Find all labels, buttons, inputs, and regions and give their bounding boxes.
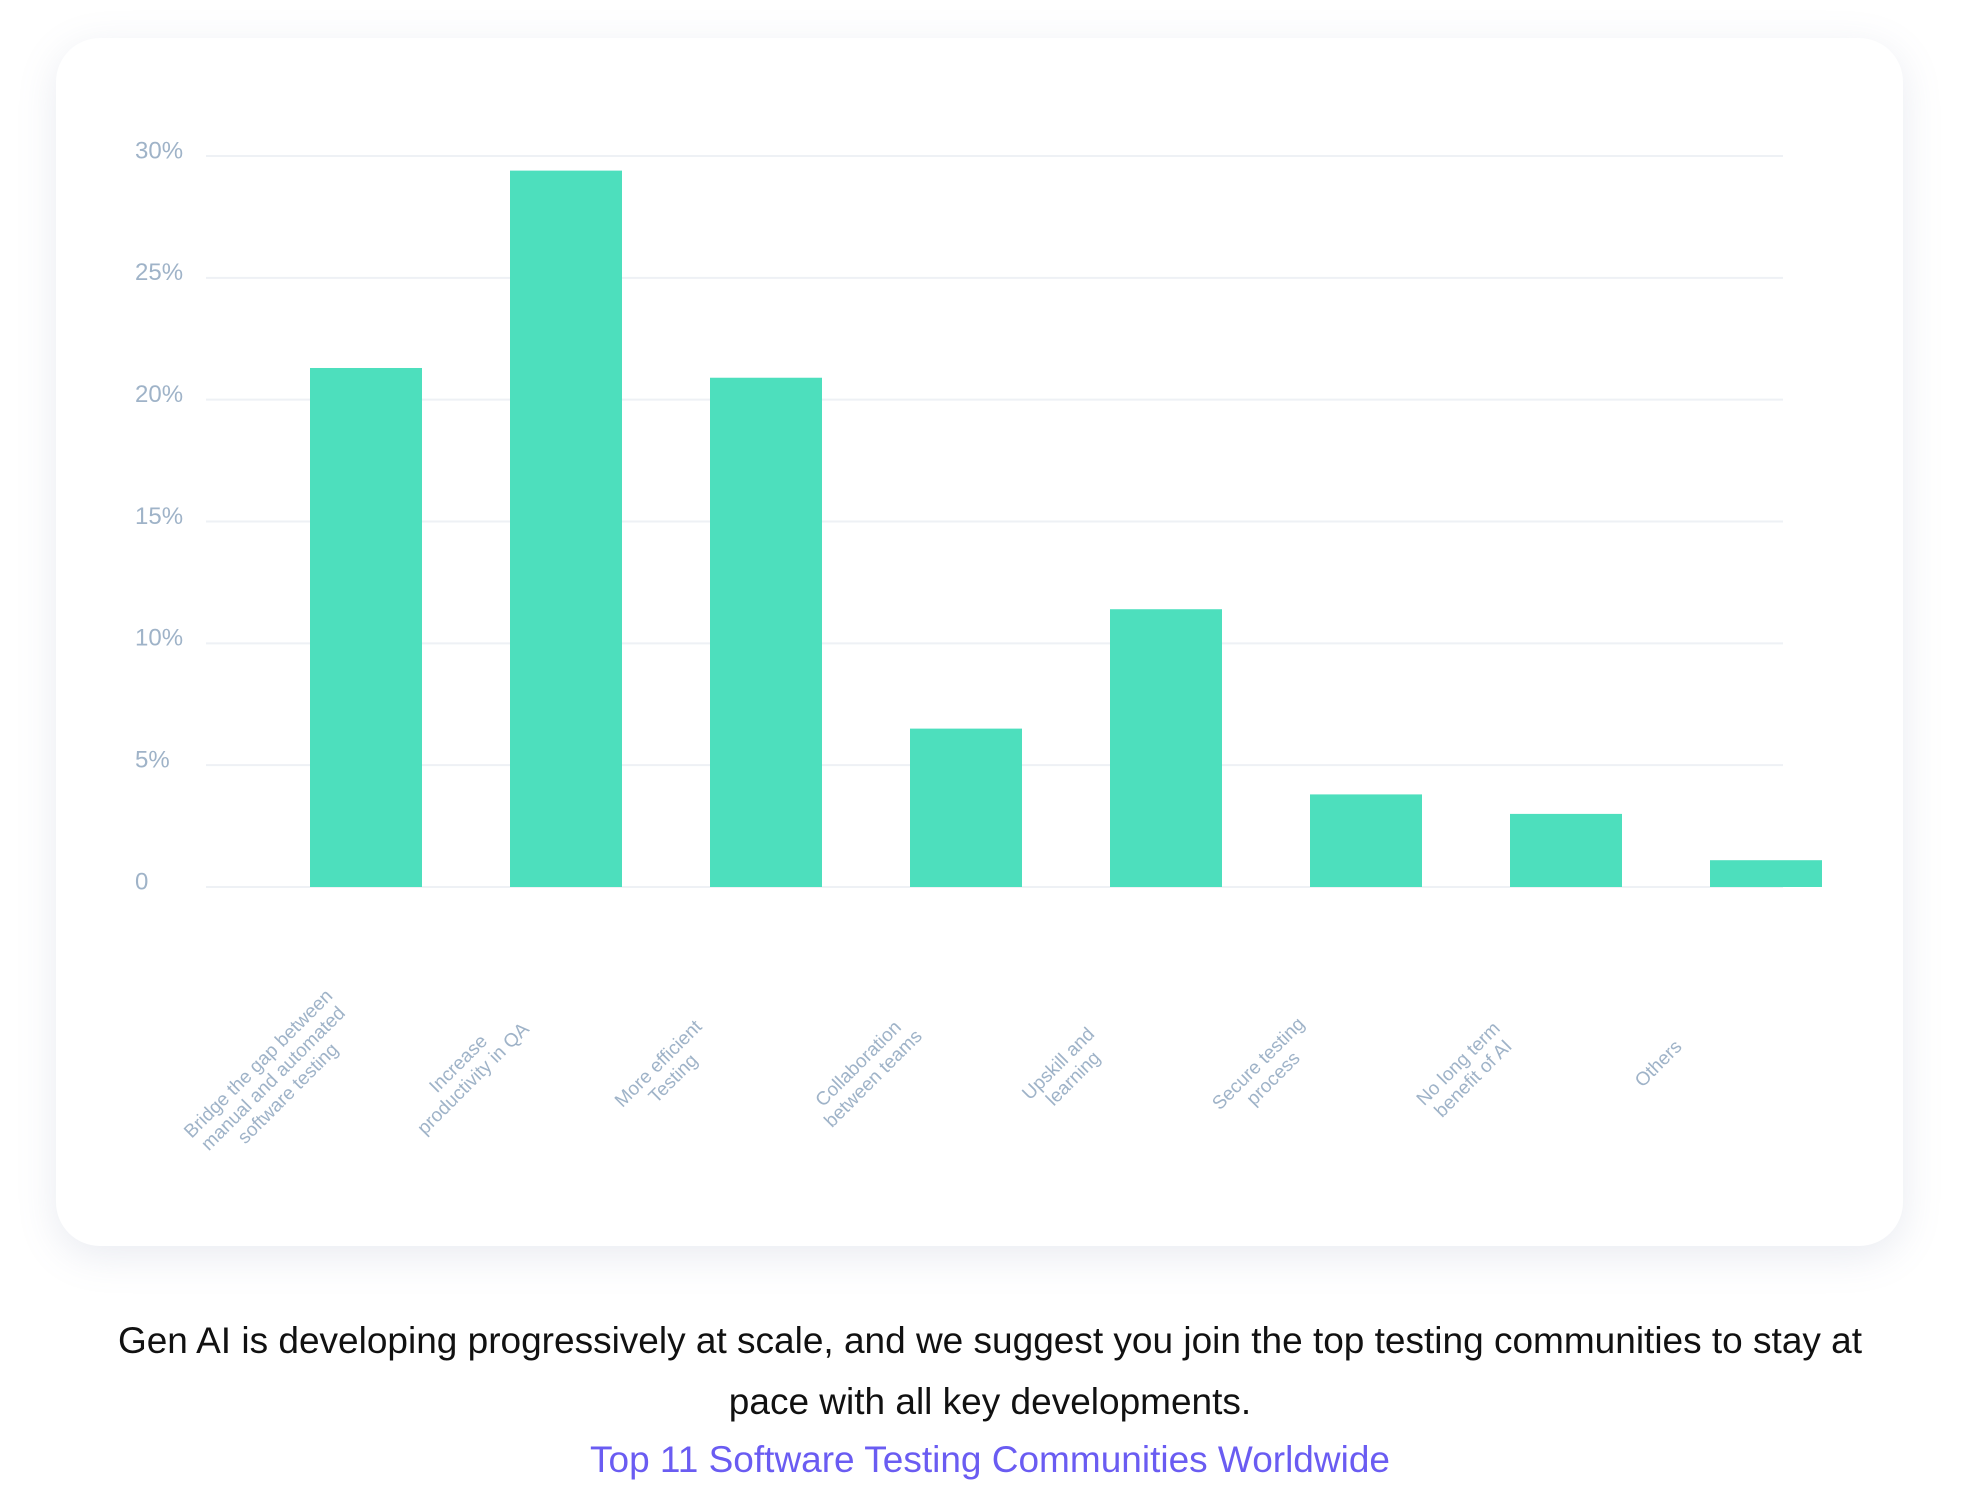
bar (910, 728, 1022, 887)
y-tick-label: 15% (135, 503, 183, 530)
y-tick-label: 20% (135, 381, 183, 408)
bar (310, 367, 422, 887)
y-tick-label: 25% (135, 259, 183, 286)
caption: Gen AI is developing progressively at sc… (117, 1320, 1863, 1422)
bar (1310, 794, 1422, 887)
y-tick-label: 5% (135, 747, 170, 774)
chart: 0 5% 10% 15% 20% 25% 30% (135, 137, 1822, 895)
y-tick-label: 30% (135, 137, 183, 164)
link[interactable]: Top 11 Software Testing Communities Worl… (590, 1439, 1390, 1480)
bar (710, 377, 822, 887)
bar (1110, 609, 1222, 887)
bar (1510, 813, 1622, 887)
bar (1710, 860, 1822, 887)
y-tick-label: 10% (135, 625, 183, 652)
bar (510, 170, 622, 887)
y-tick-label: 0 (135, 868, 148, 895)
